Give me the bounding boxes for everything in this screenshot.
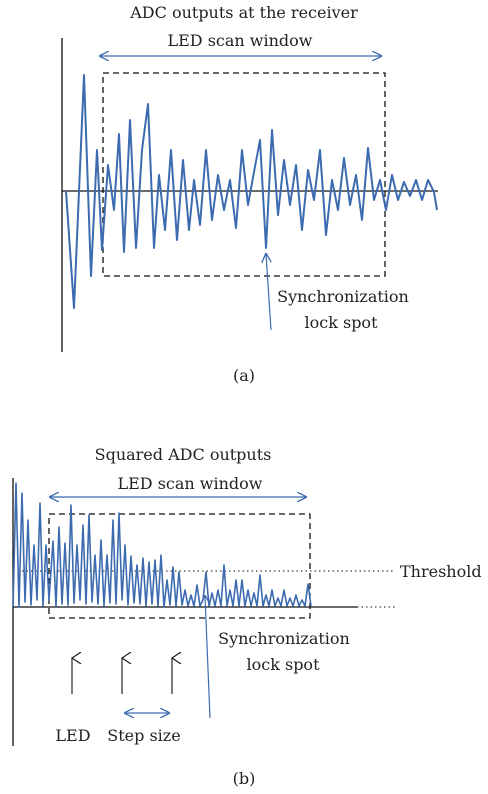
panel-a-title: ADC outputs at the receiver xyxy=(129,3,358,22)
panel-b-led-label: LED xyxy=(55,726,90,745)
panel-b-title: Squared ADC outputs xyxy=(95,445,272,464)
panel-a-sync-line2: lock spot xyxy=(304,313,378,332)
panel-a-scan-window xyxy=(102,72,386,277)
panel-a-window-label: LED scan window xyxy=(167,31,312,50)
panel-b: Squared ADC outputs LED scan window Thre… xyxy=(12,445,482,788)
panel-b-squared-signal xyxy=(12,482,312,608)
panel-b-threshold-label: Threshold xyxy=(400,562,482,581)
panel-a-sync-line1: Synchronization xyxy=(277,287,409,306)
panel-a-sync-arrow xyxy=(266,254,272,331)
panel-b-window-label: LED scan window xyxy=(117,474,262,493)
panel-a: ADC outputs at the receiver LED scan win… xyxy=(61,3,438,385)
panel-b-sync-line1: Synchronization xyxy=(218,629,350,648)
panel-a-caption: (a) xyxy=(233,366,255,385)
panel-b-sync-arrow xyxy=(205,596,211,719)
panel-b-step-size-label: Step size xyxy=(107,726,180,745)
panel-b-sync-line2: lock spot xyxy=(246,655,320,674)
panel-a-adc-signal xyxy=(65,74,438,309)
panel-b-scan-window xyxy=(48,513,311,619)
panel-b-caption: (b) xyxy=(233,769,256,788)
